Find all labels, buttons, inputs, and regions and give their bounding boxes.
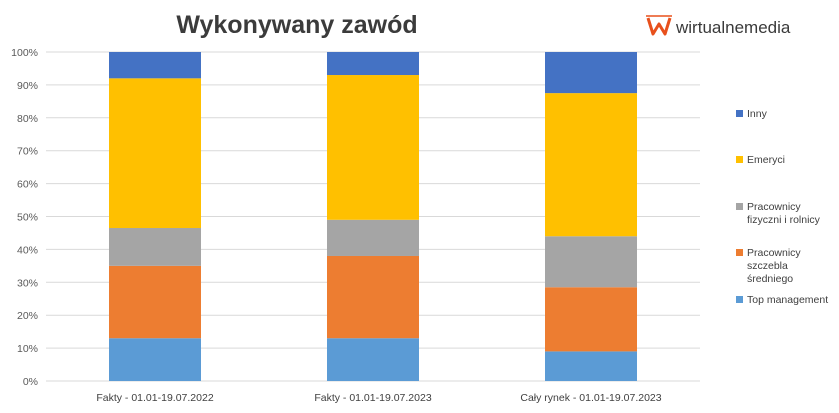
legend-swatch [736, 296, 743, 303]
x-category-label: Cały rynek - 01.01-19.07.2023 [520, 392, 661, 404]
y-tick-label: 90% [17, 80, 38, 92]
bar-segment [545, 236, 637, 288]
y-tick-label: 0% [23, 376, 38, 388]
legend-label: Top management [747, 294, 828, 306]
bar-segment [109, 52, 201, 79]
bar-segment [545, 351, 637, 381]
bars [109, 52, 637, 381]
bar-segment [109, 338, 201, 381]
y-tick-label: 100% [11, 47, 38, 59]
bar-segment [109, 78, 201, 229]
legend-swatch [736, 249, 743, 256]
bar-segment [109, 228, 201, 266]
bar-segment [327, 338, 419, 381]
legend-swatch [736, 156, 743, 163]
y-tick-label: 80% [17, 113, 38, 125]
brand-logo: wirtualnemedia [646, 15, 791, 37]
x-axis-labels: Fakty - 01.01-19.07.2022 Fakty - 01.01-19… [96, 392, 661, 404]
bar-segment [327, 52, 419, 76]
legend-label: Pracownicy szczebla średniego [747, 247, 801, 285]
wirtualnemedia-logo-icon [646, 15, 672, 36]
bar-segment [545, 52, 637, 94]
bar-segment [327, 255, 419, 339]
legend-label: Pracownicy fizyczni i rolnicy [747, 201, 821, 226]
y-tick-label: 30% [17, 277, 38, 289]
y-tick-label: 20% [17, 310, 38, 322]
chart-title: Wykonywany zawód [176, 11, 417, 39]
y-tick-label: 60% [17, 179, 38, 191]
y-tick-label: 10% [17, 343, 38, 355]
y-tick-label: 70% [17, 146, 38, 158]
x-category-label: Fakty - 01.01-19.07.2022 [96, 392, 213, 404]
brand-name: wirtualnemedia [675, 18, 791, 37]
bar-segment [109, 265, 201, 339]
legend-label: Inny [747, 108, 768, 120]
bar-segment [327, 75, 419, 220]
bar-segment [327, 219, 419, 256]
y-tick-label: 40% [17, 244, 38, 256]
y-axis-ticks: 0% 10% 20% 30% 40% 50% 60% 70% 80% 90% 100% [11, 47, 38, 388]
x-category-label: Fakty - 01.01-19.07.2023 [314, 392, 431, 404]
bar-segment [545, 93, 637, 237]
legend-swatch [736, 110, 743, 117]
legend-swatch [736, 203, 743, 210]
legend-label: Emeryci [747, 154, 785, 166]
bar-segment [545, 287, 637, 352]
y-tick-label: 50% [17, 212, 38, 224]
legend: Inny Emeryci Pracownicy fizyczni i rolnicy P… [736, 108, 828, 306]
